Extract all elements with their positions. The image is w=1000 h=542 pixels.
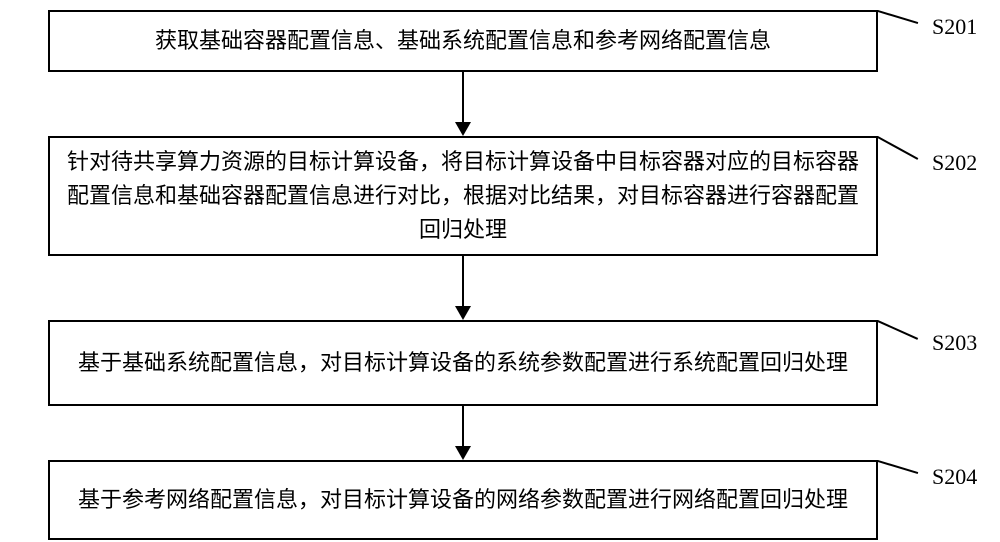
flow-step-text: 针对待共享算力资源的目标计算设备，将目标计算设备中目标容器对应的目标容器配置信息… bbox=[64, 145, 862, 247]
flow-step-text: 基于参考网络配置信息，对目标计算设备的网络参数配置进行网络配置回归处理 bbox=[78, 483, 848, 517]
flow-step-label: S202 bbox=[932, 150, 977, 176]
flow-arrow bbox=[443, 72, 483, 136]
flowchart-canvas: 获取基础容器配置信息、基础系统配置信息和参考网络配置信息 S201 针对待共享算力资… bbox=[0, 0, 1000, 542]
label-lead-line bbox=[877, 136, 918, 160]
flow-step-box: 基于参考网络配置信息，对目标计算设备的网络参数配置进行网络配置回归处理 bbox=[48, 460, 878, 540]
flow-step-text: 获取基础容器配置信息、基础系统配置信息和参考网络配置信息 bbox=[155, 24, 771, 58]
flow-step-label: S203 bbox=[932, 330, 977, 356]
label-lead-line bbox=[877, 10, 918, 24]
flow-arrow bbox=[443, 406, 483, 460]
flow-step-label: S204 bbox=[932, 464, 977, 490]
flow-step-box: 获取基础容器配置信息、基础系统配置信息和参考网络配置信息 bbox=[48, 10, 878, 72]
flow-arrow bbox=[443, 256, 483, 320]
label-lead-line bbox=[877, 460, 918, 474]
flow-step-label: S201 bbox=[932, 14, 977, 40]
flow-step-text: 基于基础系统配置信息，对目标计算设备的系统参数配置进行系统配置回归处理 bbox=[78, 346, 848, 380]
label-lead-line bbox=[877, 320, 918, 340]
flow-step-box: 针对待共享算力资源的目标计算设备，将目标计算设备中目标容器对应的目标容器配置信息… bbox=[48, 136, 878, 256]
flow-step-box: 基于基础系统配置信息，对目标计算设备的系统参数配置进行系统配置回归处理 bbox=[48, 320, 878, 406]
